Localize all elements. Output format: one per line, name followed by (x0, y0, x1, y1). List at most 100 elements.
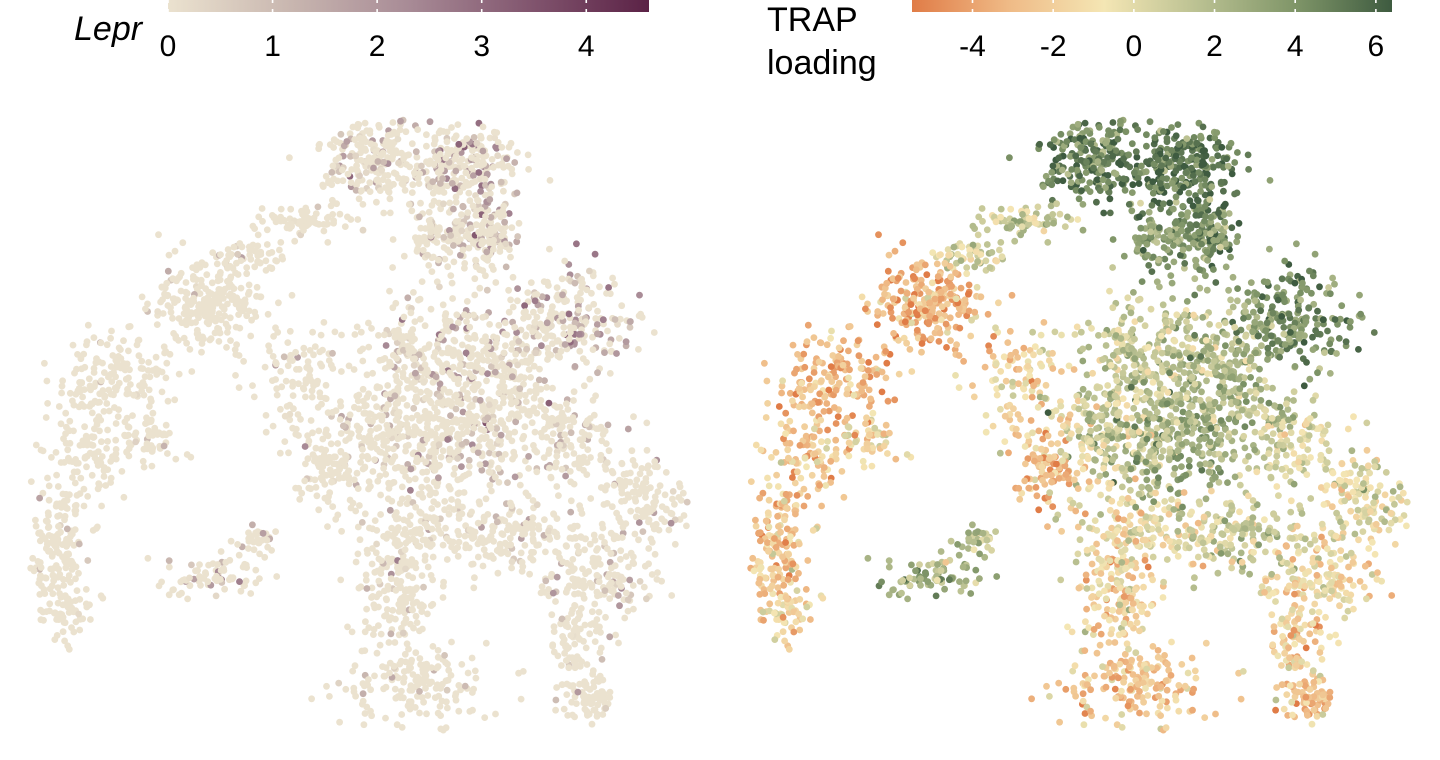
scatter-point (400, 175, 407, 183)
scatter-point (216, 329, 224, 337)
scatter-point (140, 463, 148, 471)
scatter-point (599, 316, 607, 324)
scatter-point (349, 499, 357, 507)
scatter-point (302, 460, 309, 468)
scatter-point (426, 389, 433, 397)
scatter-point (478, 240, 485, 248)
scatter-point (982, 412, 990, 419)
scatter-point (373, 384, 381, 392)
scatter-point (604, 327, 611, 335)
scatter-point (566, 654, 573, 662)
scatter-point (95, 358, 103, 366)
scatter-point (308, 695, 315, 703)
scatter-point (481, 714, 489, 721)
scatter-point (575, 548, 583, 555)
scatter-point (444, 263, 452, 271)
scatter-point (76, 596, 84, 603)
scatter-point (326, 454, 334, 462)
scatter-point (1136, 655, 1144, 662)
scatter-point (494, 222, 502, 230)
scatter-point (259, 217, 266, 225)
scatter-point (342, 685, 350, 693)
scatter-point (561, 341, 569, 348)
scatter-point (313, 492, 321, 500)
scatter-point (556, 353, 563, 361)
scatter-point (291, 237, 299, 245)
scatter-point (1300, 382, 1308, 390)
scatter-point (65, 454, 72, 462)
scatter-point (512, 398, 520, 406)
scatter-point (70, 427, 77, 435)
scatter-point (125, 452, 133, 460)
scatter-point (235, 384, 243, 391)
scatter-point (469, 560, 477, 568)
scatter-point (1075, 195, 1083, 203)
scatter-point (363, 546, 371, 554)
scatter-point (474, 197, 482, 205)
scatter-point (58, 382, 66, 390)
scatter-point (486, 449, 493, 457)
scatter-point (436, 393, 444, 400)
scatter-point (1191, 574, 1198, 582)
scatter-point (281, 438, 289, 445)
scatter-point (104, 438, 111, 445)
scatter-point (107, 334, 114, 342)
scatter-point (762, 414, 770, 421)
scatter-point (490, 357, 498, 365)
scatter-point (511, 452, 518, 460)
scatter-point (470, 685, 477, 693)
scatter-point (608, 564, 615, 572)
scatter-point (164, 397, 172, 405)
scatter-point (580, 637, 587, 645)
scatter-point (73, 492, 81, 499)
scatter-point (389, 152, 397, 160)
scatter-point (333, 200, 340, 208)
scatter-point (525, 166, 532, 173)
scatter-point (183, 339, 191, 347)
scatter-point (466, 354, 474, 362)
scatter-point (970, 393, 978, 401)
scatter-point (379, 176, 387, 184)
scatter-point (634, 506, 642, 514)
scatter-point (324, 220, 331, 228)
scatter-point (427, 228, 435, 236)
scatter-point (617, 573, 625, 581)
scatter-point (163, 279, 171, 287)
scatter-point (532, 349, 540, 357)
scatter-point (496, 543, 504, 551)
scatter-point (304, 221, 312, 228)
scatter-point (261, 363, 269, 371)
scatter-point (519, 668, 527, 675)
scatter-point (243, 264, 251, 271)
scatter-point (202, 570, 210, 578)
scatter-point (605, 284, 612, 291)
scatter-point (192, 567, 199, 575)
scatter-point (335, 679, 343, 687)
scatter-point (213, 576, 221, 584)
scatter-point (1241, 542, 1249, 549)
scatter-point (423, 142, 430, 150)
scatter-point (275, 299, 282, 307)
scatter-point (45, 482, 53, 490)
scatter-point (573, 522, 581, 530)
scatter-point (289, 378, 296, 386)
scatter-point (70, 628, 78, 636)
scatter-point (541, 589, 548, 596)
scatter-point (62, 539, 69, 546)
scatter-point (238, 243, 246, 251)
scatter-point (424, 610, 431, 618)
scatter-point (435, 474, 442, 482)
scatter-point (448, 279, 456, 287)
scatter-point (307, 417, 315, 424)
scatter-point (544, 422, 552, 430)
scatter-point (554, 652, 562, 660)
scatter-point (511, 159, 519, 166)
scatter-point (570, 626, 578, 634)
scatter-point (334, 440, 342, 447)
scatter-point (594, 545, 601, 552)
scatter-point (545, 527, 553, 535)
scatter-point (482, 337, 490, 344)
scatter-point (143, 445, 151, 453)
scatter-point (183, 289, 191, 297)
scatter-point (67, 533, 74, 540)
